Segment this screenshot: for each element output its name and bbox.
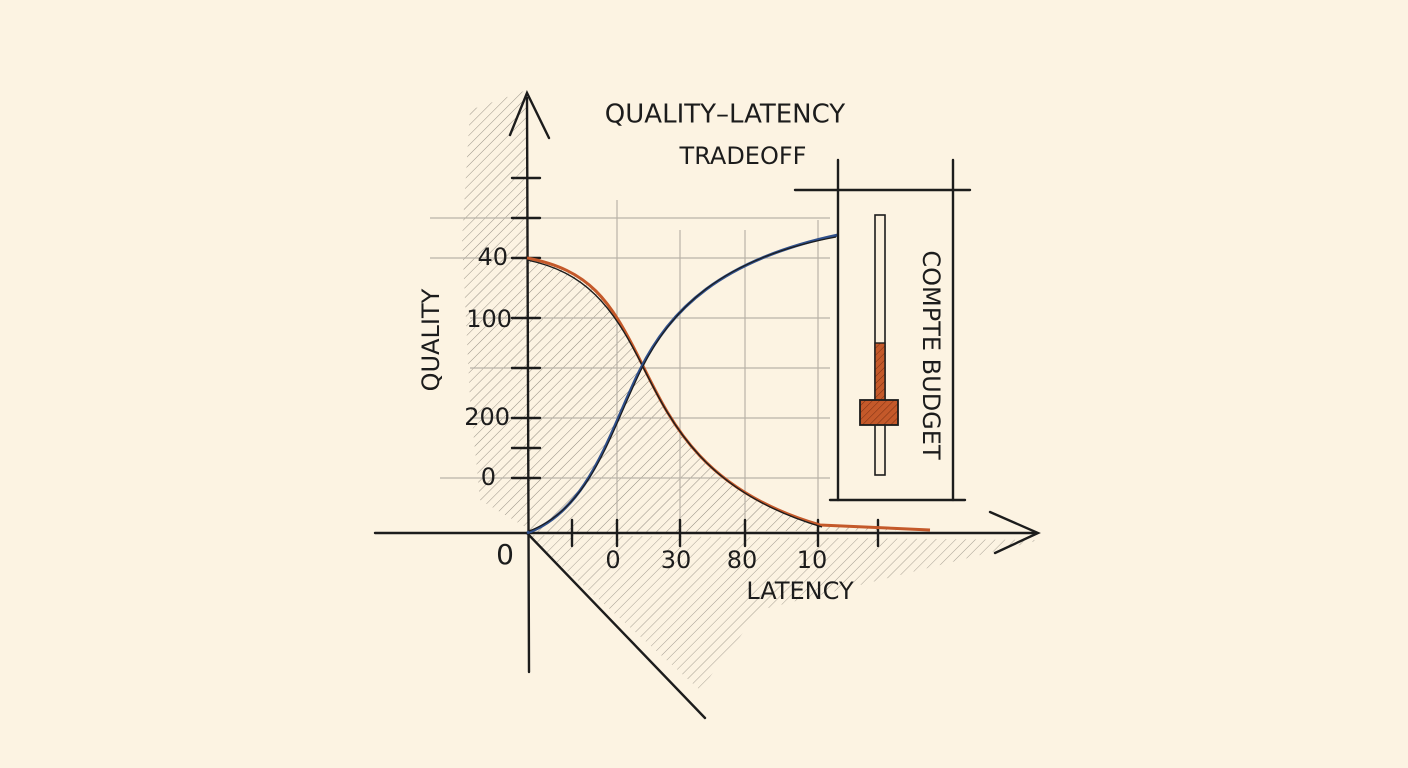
y-tick-label: 100 — [466, 305, 512, 333]
x-tick-label: 0 — [605, 546, 620, 574]
slider-panel — [793, 158, 972, 502]
y-tick-label: 0 — [481, 463, 496, 491]
axes — [373, 90, 1041, 720]
x-axis-label: LATENCY — [746, 577, 854, 605]
quality-curve-outline — [526, 259, 823, 528]
slider-label: COMPTE BUDGET — [917, 250, 945, 460]
slider-fill — [874, 342, 886, 404]
y-tick-label: 40 — [477, 243, 508, 271]
x-tick-label: 10 — [797, 546, 828, 574]
title-line: QUALITY–LATENCY — [605, 100, 846, 130]
latency-curve-outline — [528, 236, 837, 532]
hatch-area — [527, 258, 930, 533]
hatch-lower — [527, 535, 1040, 690]
x-tick-label: 80 — [727, 546, 758, 574]
slider-handle — [859, 399, 899, 426]
y-tick-label: 200 — [464, 403, 510, 431]
x-tick-label: 30 — [661, 546, 692, 574]
origin-label: 0 — [496, 538, 514, 571]
grid — [430, 200, 830, 533]
title-line: TRADEOFF — [679, 142, 807, 170]
y-axis-label: QUALITY — [417, 288, 445, 391]
